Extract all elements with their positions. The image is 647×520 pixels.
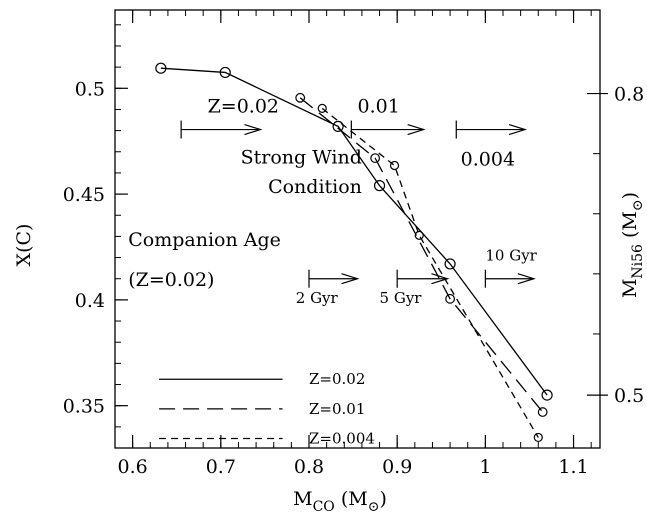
series-line-1	[160, 67, 548, 396]
data-point	[295, 92, 306, 103]
data-point	[445, 293, 455, 304]
y-tick-label: 0.35	[63, 396, 105, 418]
x-tick-label: 1	[479, 456, 491, 478]
data-point	[444, 258, 456, 270]
wind-arrow-head	[508, 123, 528, 136]
companion-age-text: (Z=0.02)	[128, 269, 214, 291]
wind-arrow-label: 0.004	[461, 149, 515, 171]
age-arrow-head	[341, 273, 360, 285]
age-arrow-label: 10 Gyr	[485, 247, 537, 265]
x-axis-label: MCO (M⊙)	[293, 488, 387, 515]
y-tick-label: 0.45	[63, 184, 105, 206]
legend-label: Z=0.02	[309, 370, 365, 388]
y2-tick-label: 0.8	[614, 84, 644, 106]
y-tick-label: 0.5	[75, 78, 105, 100]
y-tick-label: 0.4	[75, 290, 105, 312]
wind-arrow-head	[407, 123, 426, 136]
sun-symbol-icon: ⊙	[630, 199, 646, 211]
annotations-layer: Z=0.02 0.01 0.004 2 Gyr 5 Gyr 10 Gyr Strong Wi…	[128, 96, 537, 307]
data-point	[155, 62, 167, 74]
plot-frame	[114, 9, 601, 449]
age-arrow-head	[517, 273, 536, 285]
data-point	[537, 407, 548, 417]
legend: Z=0.02 Z=0.01 Z=0.004	[159, 370, 375, 447]
legend-label: Z=0.004	[309, 429, 375, 447]
wind-condition-text: Strong Wind	[241, 146, 362, 168]
x-tick-label: 0.8	[294, 456, 324, 478]
companion-age-text: Companion Age	[128, 229, 281, 251]
data-point	[317, 103, 327, 113]
x-tick-label: 0.7	[206, 456, 236, 478]
data-point	[533, 432, 543, 443]
data-point	[414, 230, 424, 240]
wind-arrow-label: Z=0.02	[208, 96, 279, 118]
data-point	[370, 153, 381, 164]
y-axis-label: X(C)	[13, 224, 35, 267]
y2-axis-label: MNi56 (M⊙)	[619, 192, 646, 298]
wind-arrow-head	[244, 123, 263, 136]
data-point	[332, 120, 344, 132]
wind-arrow-label: 0.01	[358, 96, 400, 118]
legend-label: Z=0.01	[309, 400, 365, 418]
axes-layer: 0.6 0.7 0.8 0.9 1 1.1 0.35 0.4 0.45 0.5 0.8 0.5	[63, 9, 644, 478]
age-arrow-head	[431, 273, 450, 285]
data-point	[219, 66, 231, 79]
sun-symbol-icon: ⊙	[368, 499, 380, 515]
y2-tick-label: 0.5	[614, 385, 644, 407]
data-point	[373, 180, 386, 192]
x-tick-label: 0.6	[118, 456, 148, 478]
wind-condition-text: Condition	[268, 176, 362, 198]
age-arrow-label: 5 Gyr	[380, 289, 423, 307]
series-line-2	[299, 97, 544, 413]
data-point	[541, 389, 553, 401]
data-point	[389, 160, 400, 171]
x-tick-label: 0.9	[382, 456, 412, 478]
age-arrow-label: 2 Gyr	[296, 289, 339, 307]
x-tick-label: 1.1	[558, 456, 588, 478]
series-layer	[155, 62, 553, 443]
